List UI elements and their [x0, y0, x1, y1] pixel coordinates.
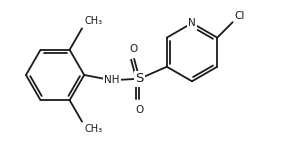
Text: NH: NH	[104, 75, 120, 85]
Text: N: N	[188, 18, 196, 28]
Text: O: O	[135, 104, 143, 115]
Text: Cl: Cl	[235, 11, 245, 21]
Text: CH₃: CH₃	[84, 124, 102, 134]
Text: CH₃: CH₃	[84, 16, 102, 26]
Text: O: O	[129, 44, 137, 54]
Text: S: S	[135, 72, 144, 85]
